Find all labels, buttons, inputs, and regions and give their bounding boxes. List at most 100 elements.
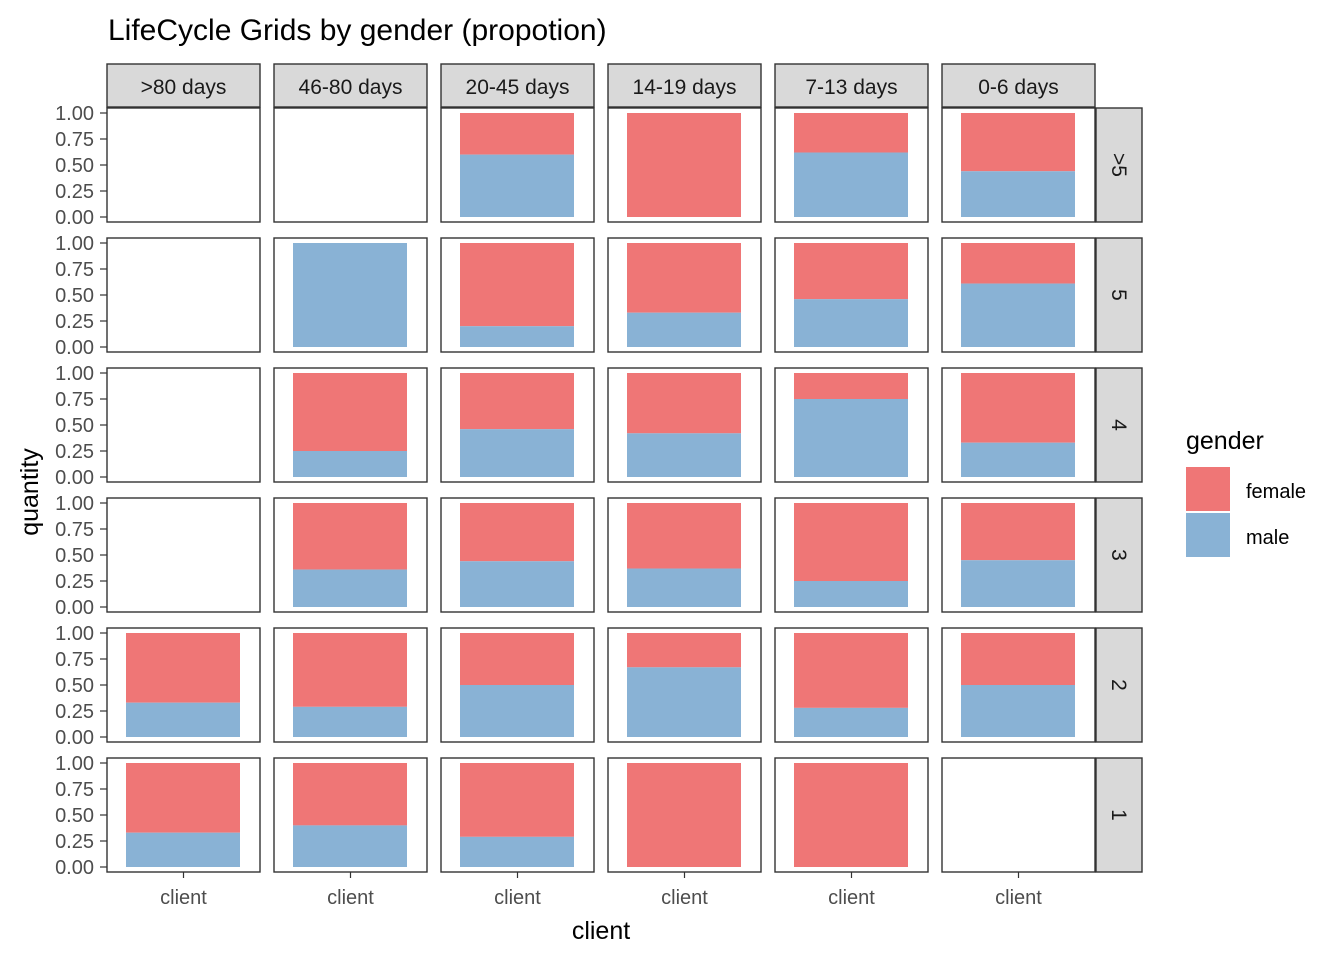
y-tick-label-r3-3: 0.25 xyxy=(55,571,94,593)
y-axis-title: quantity xyxy=(16,448,44,536)
y-tick-label-r1-3: 0.25 xyxy=(55,311,94,333)
bar-female-r4-c0 xyxy=(126,633,240,703)
panel-border-r4-c1 xyxy=(273,627,428,743)
row-strip-1 xyxy=(1095,237,1143,353)
panel-border-r3-c4 xyxy=(774,497,929,613)
bar-female-r4-c1 xyxy=(293,633,407,707)
bar-male-r4-c1 xyxy=(293,706,407,737)
y-tick-label-r5-2: 0.50 xyxy=(55,805,94,827)
y-tick-label-r4-0: 1.00 xyxy=(55,623,94,645)
bar-female-r1-c4 xyxy=(794,243,908,300)
bar-female-r2-c5 xyxy=(961,373,1075,443)
panel-border-r1-c2 xyxy=(440,237,595,353)
bar-male-r2-c5 xyxy=(961,442,1075,477)
panel-border-r1-c1 xyxy=(273,237,428,353)
x-axis-title: client xyxy=(572,917,630,945)
row-strip-label-5: 1 xyxy=(1107,809,1130,821)
bar-male-r0-c4 xyxy=(794,152,908,217)
bar-male-r3-c5 xyxy=(961,560,1075,607)
y-tick-label-r3-4: 0.00 xyxy=(55,597,94,619)
panel-border-r5-c5 xyxy=(941,757,1096,873)
x-tick-label-0: client xyxy=(160,887,207,909)
panel-border-r0-c5 xyxy=(941,107,1096,223)
legend-key-female xyxy=(1186,467,1230,511)
panel-border-r2-c0 xyxy=(106,367,261,483)
legend-label-female: female xyxy=(1246,481,1306,503)
x-tick-label-3: client xyxy=(661,887,708,909)
bar-male-r3-c1 xyxy=(293,569,407,607)
bar-male-r1-c3 xyxy=(627,312,741,347)
col-strip-4 xyxy=(774,63,929,108)
panel-border-r3-c3 xyxy=(607,497,762,613)
row-strip-label-0: >5 xyxy=(1107,153,1130,177)
bar-female-r2-c3 xyxy=(627,373,741,434)
bar-female-r0-c2 xyxy=(460,113,574,155)
legend-key-male xyxy=(1186,513,1230,557)
row-strip-label-4: 2 xyxy=(1107,679,1130,691)
panel-border-r3-c2 xyxy=(440,497,595,613)
bar-male-r0-c2 xyxy=(460,154,574,217)
legend-title: gender xyxy=(1186,427,1264,455)
y-tick-label-r3-0: 1.00 xyxy=(55,493,94,515)
panel-border-r4-c2 xyxy=(440,627,595,743)
bar-male-r1-c1 xyxy=(293,243,407,347)
bar-male-r2-c3 xyxy=(627,433,741,477)
row-strip-3 xyxy=(1095,497,1143,613)
x-tick-label-1: client xyxy=(327,887,374,909)
y-tick-label-r4-4: 0.00 xyxy=(55,727,94,749)
x-tick-label-5: client xyxy=(995,887,1042,909)
bar-female-r3-c1 xyxy=(293,503,407,570)
bar-male-r2-c2 xyxy=(460,429,574,477)
bar-female-r4-c3 xyxy=(627,633,741,668)
bar-male-r5-c2 xyxy=(460,836,574,867)
bar-male-r3-c4 xyxy=(794,581,908,607)
row-strip-label-2: 4 xyxy=(1107,419,1130,431)
panel-border-r3-c1 xyxy=(273,497,428,613)
row-strip-4 xyxy=(1095,627,1143,743)
y-tick-label-r2-1: 0.75 xyxy=(55,389,94,411)
col-strip-label-2: 20-45 days xyxy=(466,76,570,99)
bar-female-r0-c3 xyxy=(627,113,741,217)
bar-male-r2-c4 xyxy=(794,399,908,477)
bar-female-r4-c5 xyxy=(961,633,1075,685)
col-strip-label-0: >80 days xyxy=(141,76,227,99)
panel-border-r2-c2 xyxy=(440,367,595,483)
bar-female-r5-c3 xyxy=(627,763,741,867)
bar-female-r2-c1 xyxy=(293,373,407,451)
y-tick-label-r5-4: 0.00 xyxy=(55,857,94,879)
row-strip-2 xyxy=(1095,367,1143,483)
bar-female-r3-c2 xyxy=(460,503,574,562)
bar-male-r1-c4 xyxy=(794,299,908,347)
bar-female-r1-c2 xyxy=(460,243,574,327)
bar-female-r1-c3 xyxy=(627,243,741,313)
bar-female-r5-c2 xyxy=(460,763,574,837)
panel-border-r4-c4 xyxy=(774,627,929,743)
y-tick-label-r4-3: 0.25 xyxy=(55,701,94,723)
row-strip-0 xyxy=(1095,107,1143,223)
panel-border-r0-c3 xyxy=(607,107,762,223)
panel-border-r2-c4 xyxy=(774,367,929,483)
bar-male-r1-c5 xyxy=(961,283,1075,347)
bar-male-r4-c4 xyxy=(794,707,908,737)
bar-male-r4-c3 xyxy=(627,667,741,737)
bar-female-r0-c5 xyxy=(961,113,1075,172)
panel-border-r1-c5 xyxy=(941,237,1096,353)
panel-border-r0-c0 xyxy=(106,107,261,223)
y-tick-label-r4-2: 0.50 xyxy=(55,675,94,697)
y-tick-label-r5-3: 0.25 xyxy=(55,831,94,853)
y-tick-label-r5-1: 0.75 xyxy=(55,779,94,801)
col-strip-label-4: 7-13 days xyxy=(805,76,897,99)
bar-male-r3-c3 xyxy=(627,568,741,607)
panel-border-r0-c4 xyxy=(774,107,929,223)
y-tick-label-r1-1: 0.75 xyxy=(55,259,94,281)
bar-female-r5-c4 xyxy=(794,763,908,867)
panel-border-r3-c0 xyxy=(106,497,261,613)
panel-border-r1-c0 xyxy=(106,237,261,353)
y-tick-label-r2-2: 0.50 xyxy=(55,415,94,437)
legend: gender female male xyxy=(1186,427,1306,557)
row-strip-5 xyxy=(1095,757,1143,873)
panel-border-r0-c2 xyxy=(440,107,595,223)
x-tick-label-4: client xyxy=(828,887,875,909)
panel-border-r1-c3 xyxy=(607,237,762,353)
bar-female-r2-c2 xyxy=(460,373,574,430)
